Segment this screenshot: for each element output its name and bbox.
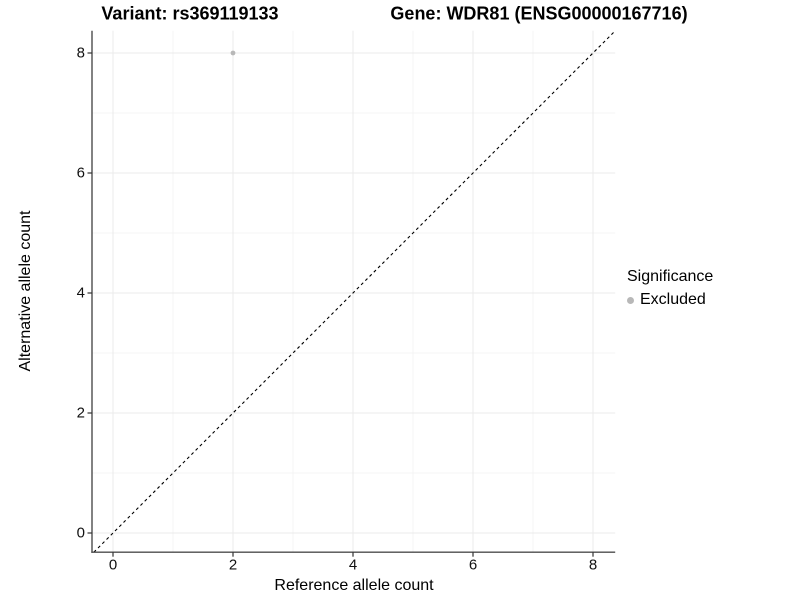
x-tick-label: 0: [108, 556, 118, 574]
y-tick-label: 2: [76, 404, 85, 422]
legend-title: Significance: [627, 268, 714, 285]
identity-line: [93, 30, 616, 553]
x-axis-title: Reference allele count: [274, 577, 434, 594]
legend-entry-excluded: Excluded: [627, 291, 713, 309]
y-tick-label: 6: [76, 164, 85, 182]
x-tick-label: 8: [588, 556, 598, 574]
y-tick-label: 0: [76, 524, 85, 542]
data-point: [230, 50, 236, 56]
y-tick-label: 8: [76, 44, 85, 62]
excluded-point-icon: [627, 296, 634, 304]
legend-entry-label: Excluded: [640, 291, 706, 308]
y-tick-label: 4: [76, 284, 85, 302]
x-tick-label: 4: [348, 556, 358, 574]
plot-title-gene: Gene: WDR81 (ENSG00000167716): [390, 3, 688, 24]
y-axis-title: Alternative allele count: [17, 210, 34, 372]
x-tick-label: 6: [468, 556, 478, 574]
plot-title-variant: Variant: rs369119133: [101, 3, 279, 24]
legend: Significance Excluded: [627, 268, 713, 309]
x-tick-label: 2: [228, 556, 238, 574]
